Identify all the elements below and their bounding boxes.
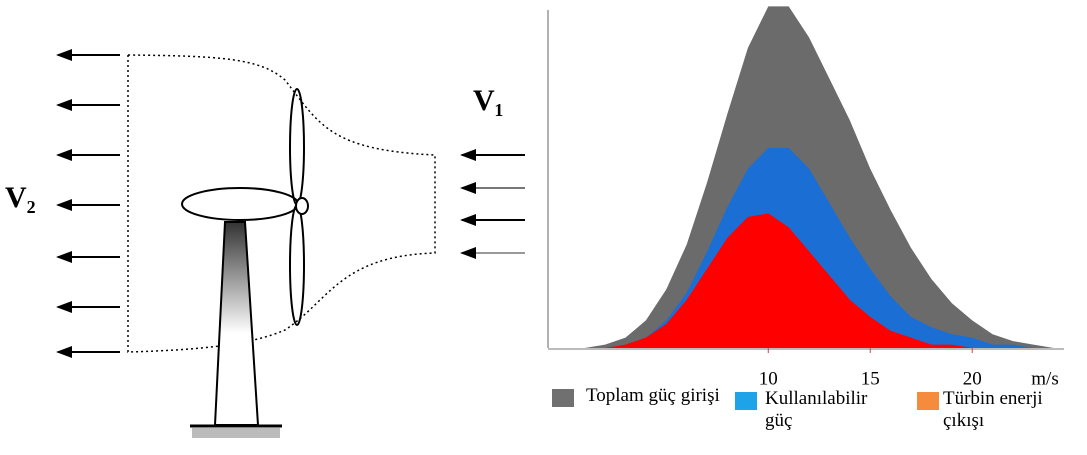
legend-label: Türbin enerji çıkışı: [943, 388, 1043, 431]
x-tick-label: 15: [861, 368, 880, 389]
legend-swatch: [735, 392, 757, 410]
nacelle: [181, 187, 299, 221]
turbine-diagram: [56, 49, 525, 438]
inflow-arrows: [460, 149, 525, 259]
ground-hatch: [192, 428, 280, 438]
x-tick-label: 20: [963, 368, 982, 389]
area: [564, 147, 1054, 348]
legend-swatch: [552, 389, 574, 407]
outflow-arrows: [56, 49, 120, 358]
blade: [289, 88, 305, 206]
tower: [213, 221, 260, 426]
area: [564, 213, 1054, 348]
hub: [295, 197, 309, 215]
blade: [289, 204, 305, 326]
x-axis-label: m/s: [1031, 368, 1058, 389]
legend-label: Toplam güç girişi: [586, 385, 720, 406]
inflow-label: V₁: [473, 84, 504, 117]
chart: 10 15 20 m/s: [547, 6, 1064, 389]
x-tick-label: 10: [759, 368, 778, 389]
legend-label: Kullanılabilir güç: [765, 388, 868, 431]
stream-tube: [127, 54, 436, 353]
legend-swatch: [917, 392, 939, 410]
outflow-label: V₂: [5, 181, 36, 214]
